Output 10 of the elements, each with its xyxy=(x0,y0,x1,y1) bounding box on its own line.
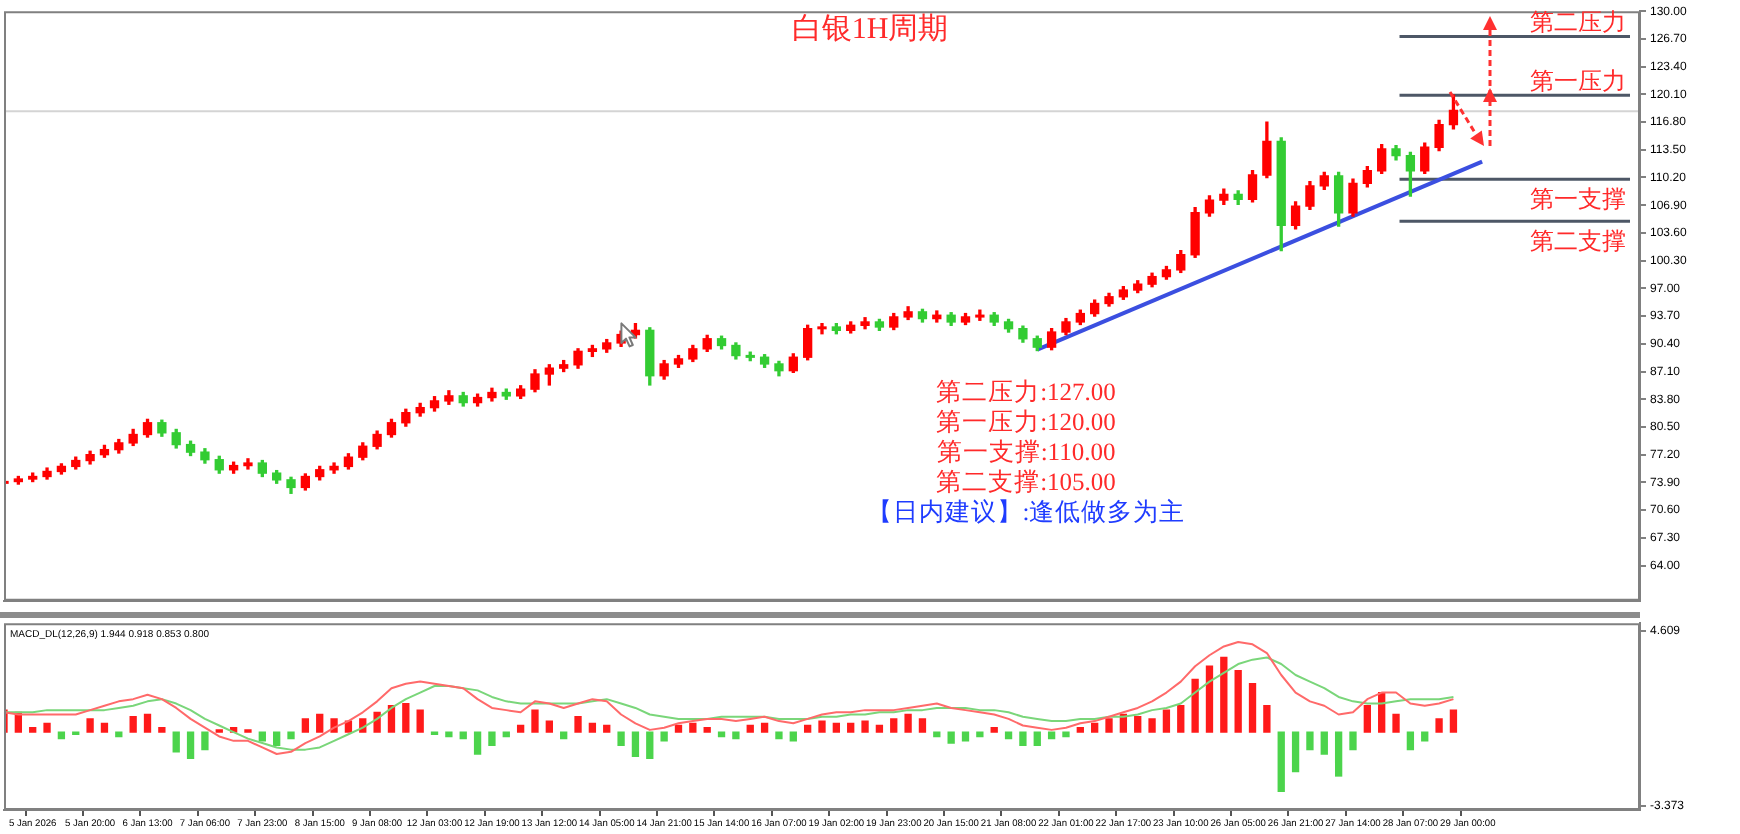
ref-line-label: 第二压力 xyxy=(1530,8,1626,37)
annotation: 第二压力:127.00 xyxy=(936,378,1116,406)
chart-title: 白银1H周期 xyxy=(791,12,949,46)
annotation: 第二支撑:105.00 xyxy=(936,468,1116,496)
ref-line-label: 第一压力 xyxy=(1530,67,1626,96)
annotation: 第一支撑:110.00 xyxy=(936,438,1116,466)
annotation: 第一压力:120.00 xyxy=(936,408,1116,436)
annotation: 【日内建议】:逢低做多为主 xyxy=(866,496,1186,526)
ref-line-label: 第二支撑 xyxy=(1530,227,1626,256)
ref-line-label: 第一支撑 xyxy=(1530,185,1626,214)
